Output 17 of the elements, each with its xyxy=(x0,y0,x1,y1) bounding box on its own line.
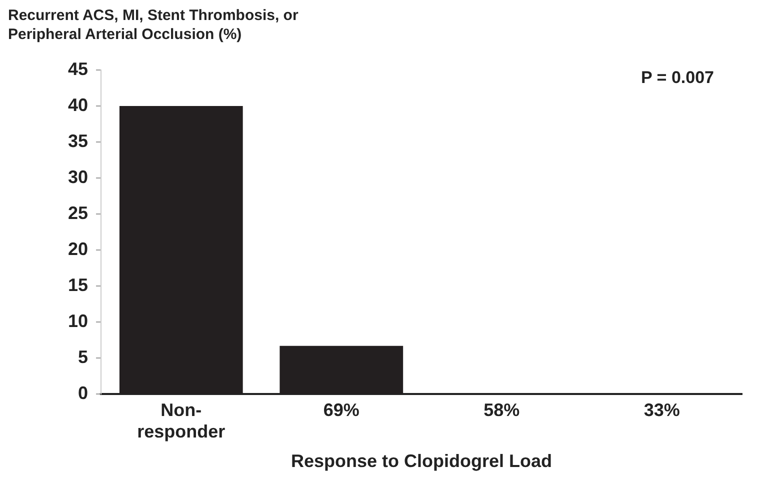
y-tick-label: 45 xyxy=(68,58,88,79)
x-tick-label: 58% xyxy=(484,400,520,420)
x-tick-label: 69% xyxy=(323,400,360,420)
y-tick-label: 15 xyxy=(68,275,88,296)
annotation: P = 0.007 xyxy=(641,68,714,88)
y-tick-label: 5 xyxy=(78,347,88,368)
y-tick-label: 35 xyxy=(68,131,88,152)
y-axis-title: Recurrent ACS, MI, Stent Thrombosis, or Peripheral Arterial Occlusion (%) xyxy=(8,6,300,44)
y-tick-label: 0 xyxy=(78,383,88,404)
y-tick-label: 40 xyxy=(68,94,88,115)
x-tick-label: Non-responder xyxy=(137,400,226,442)
x-axis-title: Response to Clopidogrel Load xyxy=(291,451,552,472)
y-tick-label: 25 xyxy=(68,203,88,224)
y-tick-label: 10 xyxy=(68,311,88,332)
x-tick-label: 33% xyxy=(644,400,680,420)
y-tick-label: 20 xyxy=(68,239,88,260)
y-tick-label: 30 xyxy=(68,167,88,188)
